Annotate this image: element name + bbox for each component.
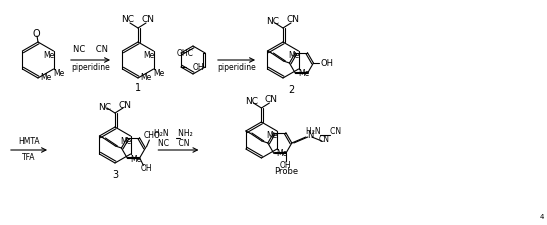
Text: OH: OH [193, 63, 205, 72]
Text: H₂N    NH₂: H₂N NH₂ [154, 128, 193, 137]
Text: NC: NC [121, 16, 135, 25]
Text: Me: Me [130, 155, 141, 164]
Text: CN: CN [318, 135, 329, 144]
Text: TFA: TFA [22, 153, 36, 162]
Text: Me: Me [141, 74, 152, 83]
Text: NC: NC [98, 103, 112, 112]
Text: N: N [307, 130, 313, 140]
Text: Me: Me [53, 70, 64, 79]
Text: NC: NC [245, 97, 258, 106]
Text: 3: 3 [112, 170, 118, 180]
Text: piperidine: piperidine [217, 63, 256, 72]
Text: Me: Me [143, 52, 154, 61]
Text: Me: Me [288, 52, 299, 61]
Text: OHC: OHC [176, 49, 193, 58]
Text: Me: Me [153, 70, 164, 79]
Text: 4: 4 [540, 214, 544, 220]
Text: OH: OH [321, 58, 334, 68]
Text: OH: OH [141, 164, 152, 173]
Text: Probe: Probe [275, 167, 299, 176]
Text: Me: Me [40, 74, 51, 83]
Text: Me: Me [120, 137, 131, 146]
Text: NC    CN: NC CN [73, 45, 108, 54]
Text: HMTA: HMTA [18, 137, 40, 146]
Text: Me: Me [43, 52, 54, 61]
Text: CHO: CHO [144, 131, 161, 140]
Text: CN: CN [287, 16, 300, 25]
Text: CN: CN [265, 95, 278, 104]
Text: 1: 1 [135, 83, 141, 93]
Text: NC    CN: NC CN [158, 139, 189, 148]
Text: H₂N    CN: H₂N CN [306, 126, 341, 135]
Text: CN: CN [119, 101, 131, 110]
Text: NC: NC [266, 18, 280, 27]
Text: CN: CN [142, 16, 154, 25]
Text: Me: Me [266, 131, 278, 140]
Text: piperidine: piperidine [71, 63, 110, 72]
Text: Me: Me [298, 70, 309, 79]
Text: Me: Me [276, 149, 288, 158]
Text: O: O [32, 29, 40, 39]
Text: 2: 2 [288, 85, 294, 95]
Text: OH: OH [280, 161, 292, 170]
